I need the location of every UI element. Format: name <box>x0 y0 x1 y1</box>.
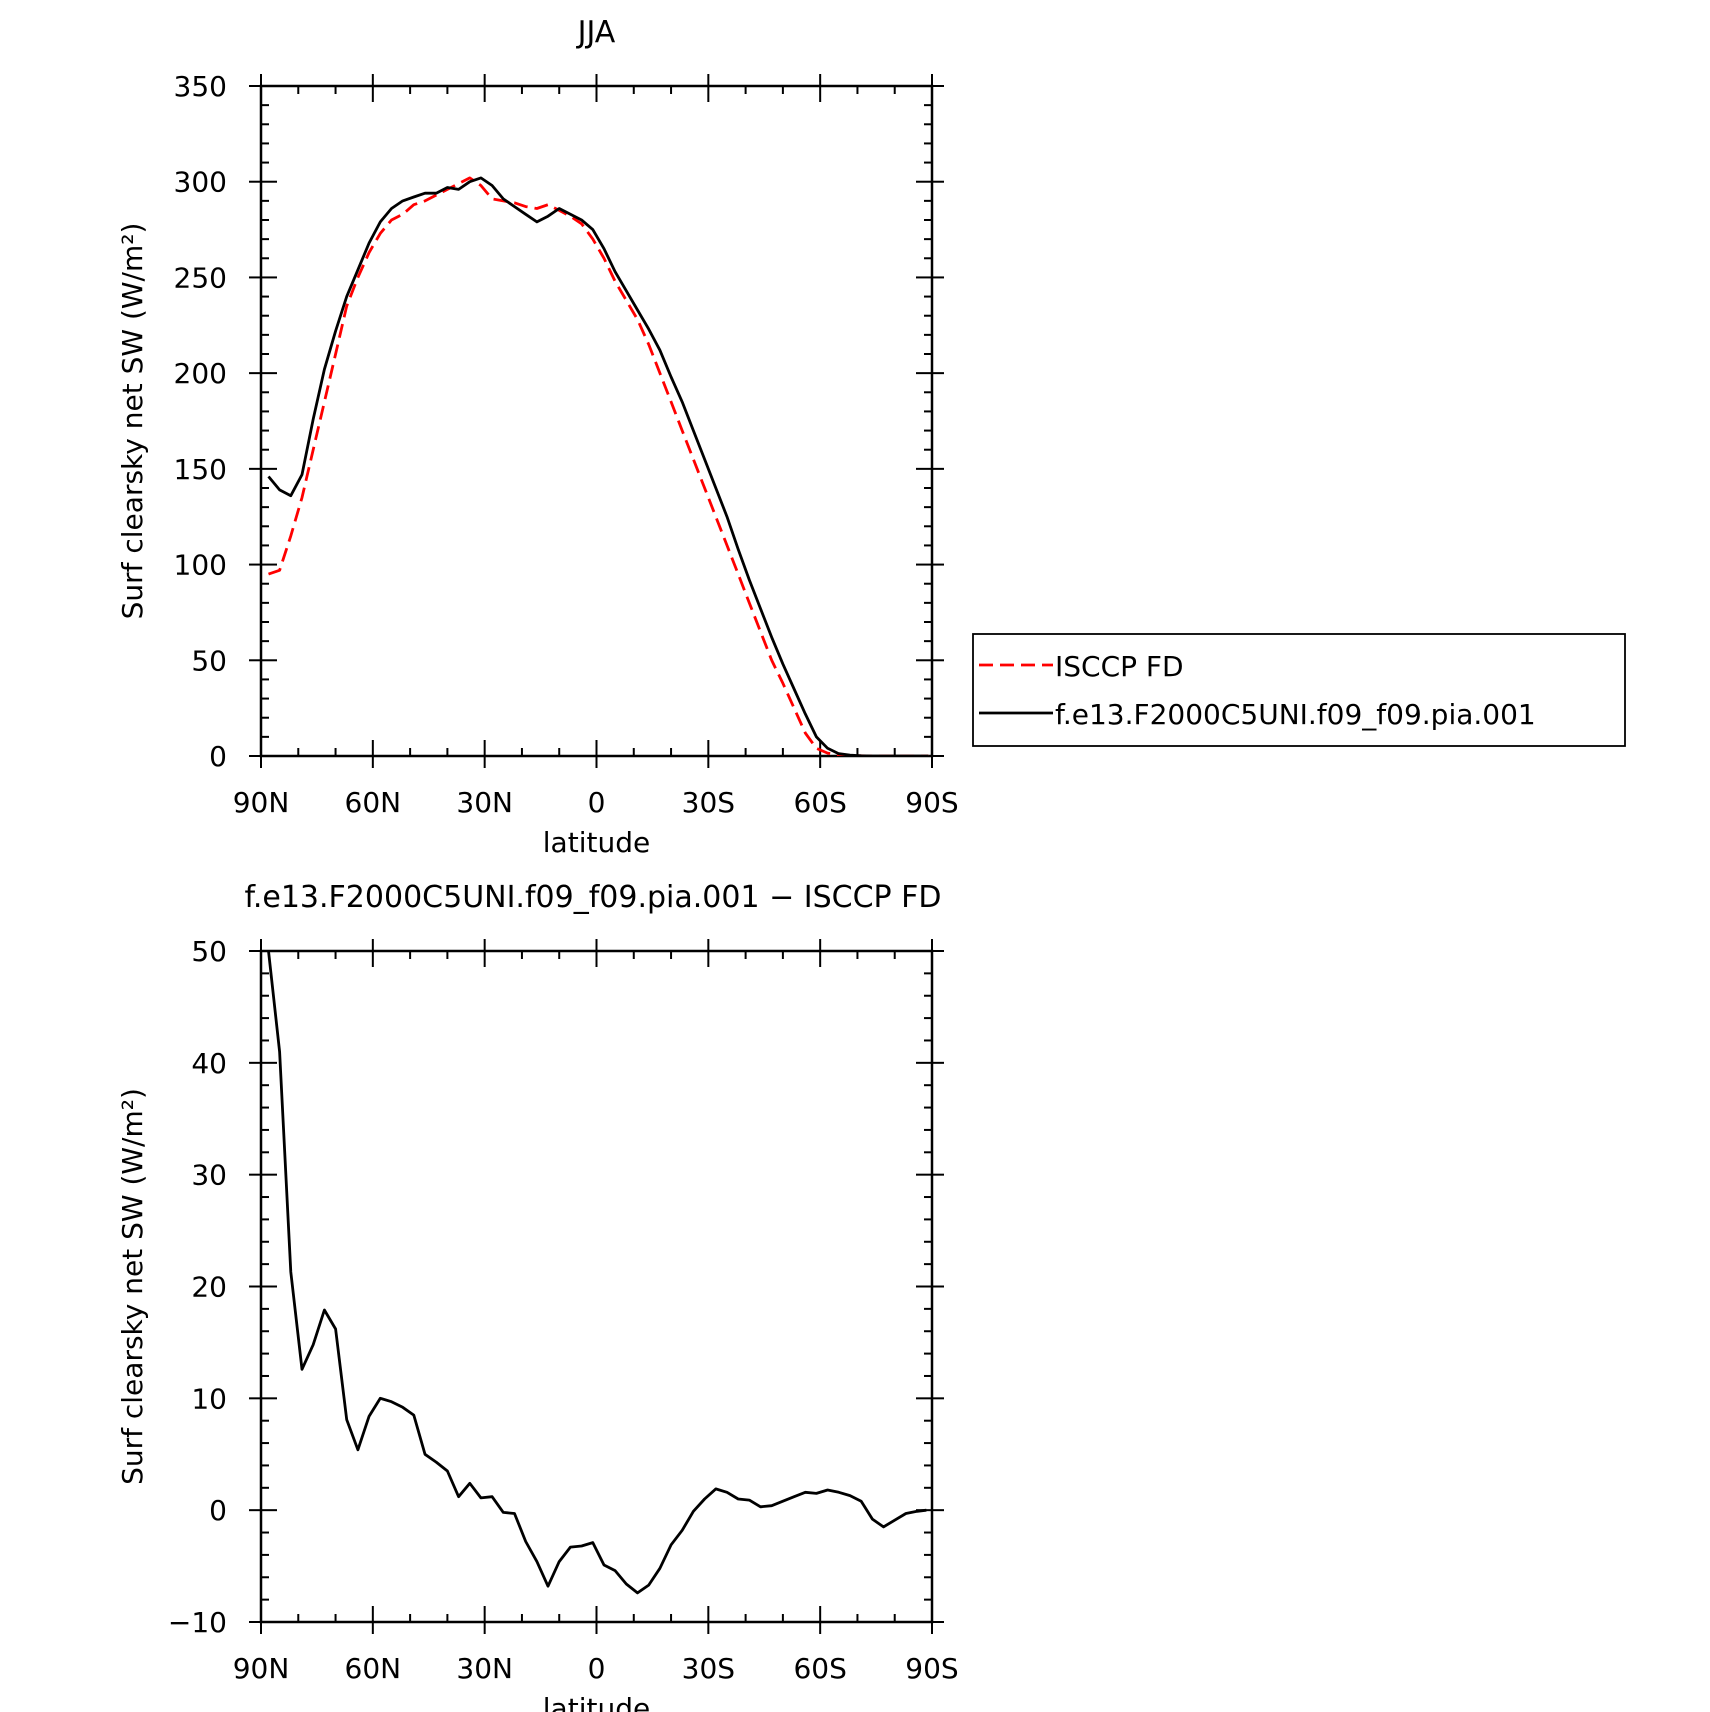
y-tick-label: 300 <box>174 166 227 199</box>
y-tick-label: −10 <box>168 1606 227 1639</box>
x-tick-label: 30S <box>682 786 735 819</box>
series-line-0 <box>267 951 927 1595</box>
series-line-0 <box>268 176 929 756</box>
plot-frame <box>259 949 934 1624</box>
y-axis-title: Surf clearsky net SW (W/m²) <box>116 1088 149 1485</box>
x-axis-title: latitude <box>543 826 650 859</box>
x-tick-label: 0 <box>588 1652 606 1685</box>
x-tick-label: 0 <box>588 786 606 819</box>
bottom-panel-difference: −10 0 10 20 30 40 50 90N 60N 30N 0 30S 60S 90S latitud… <box>116 880 959 1712</box>
legend-label: ISCCP FD <box>1055 650 1184 683</box>
y-tick-label: 150 <box>174 453 227 486</box>
x-tick-label: 90S <box>905 1652 958 1685</box>
y-tick-label: 0 <box>209 1494 227 1527</box>
x-tick-label: 60N <box>345 1652 402 1685</box>
y-tick-label: 50 <box>191 935 227 968</box>
x-tick-label: 90S <box>905 786 958 819</box>
x-tick-label: 60S <box>793 786 846 819</box>
legend-box <box>972 633 1626 747</box>
panel-title: f.e13.F2000C5UNI.f09_f09.pia.001 − ISCCP… <box>244 880 941 915</box>
x-tick-label: 30S <box>682 1652 735 1685</box>
y-tick-label: 350 <box>174 70 227 103</box>
series-line-1 <box>267 176 929 756</box>
y-tick-label: 20 <box>191 1271 227 1304</box>
x-tick-label: 90N <box>233 1652 290 1685</box>
plot-frame <box>259 84 934 758</box>
top-panel-jja: 0 50 100 150 200 250 300 350 90N 60N 30N 0 30S 60S 90S… <box>116 15 1626 859</box>
y-axis-title: Surf clearsky net SW (W/m²) <box>116 223 149 620</box>
y-tick-label: 40 <box>191 1047 227 1080</box>
y-tick-label: 50 <box>191 644 227 677</box>
y-tick-label: 100 <box>174 549 227 582</box>
x-tick-label: 60S <box>793 1652 846 1685</box>
legend-label: f.e13.F2000C5UNI.f09_f09.pia.001 <box>1055 698 1536 731</box>
x-tick-label: 90N <box>233 786 290 819</box>
y-tick-label: 250 <box>174 261 227 294</box>
x-axis-title: latitude <box>543 1692 650 1712</box>
y-tick-label: 200 <box>174 357 227 390</box>
x-tick-label: 30N <box>456 1652 513 1685</box>
y-tick-label: 10 <box>191 1382 227 1415</box>
y-tick-label: 0 <box>209 740 227 773</box>
x-tick-label: 60N <box>345 786 402 819</box>
x-tick-label: 30N <box>456 786 513 819</box>
y-tick-label: 30 <box>191 1159 227 1192</box>
panel-title: JJA <box>576 15 616 50</box>
